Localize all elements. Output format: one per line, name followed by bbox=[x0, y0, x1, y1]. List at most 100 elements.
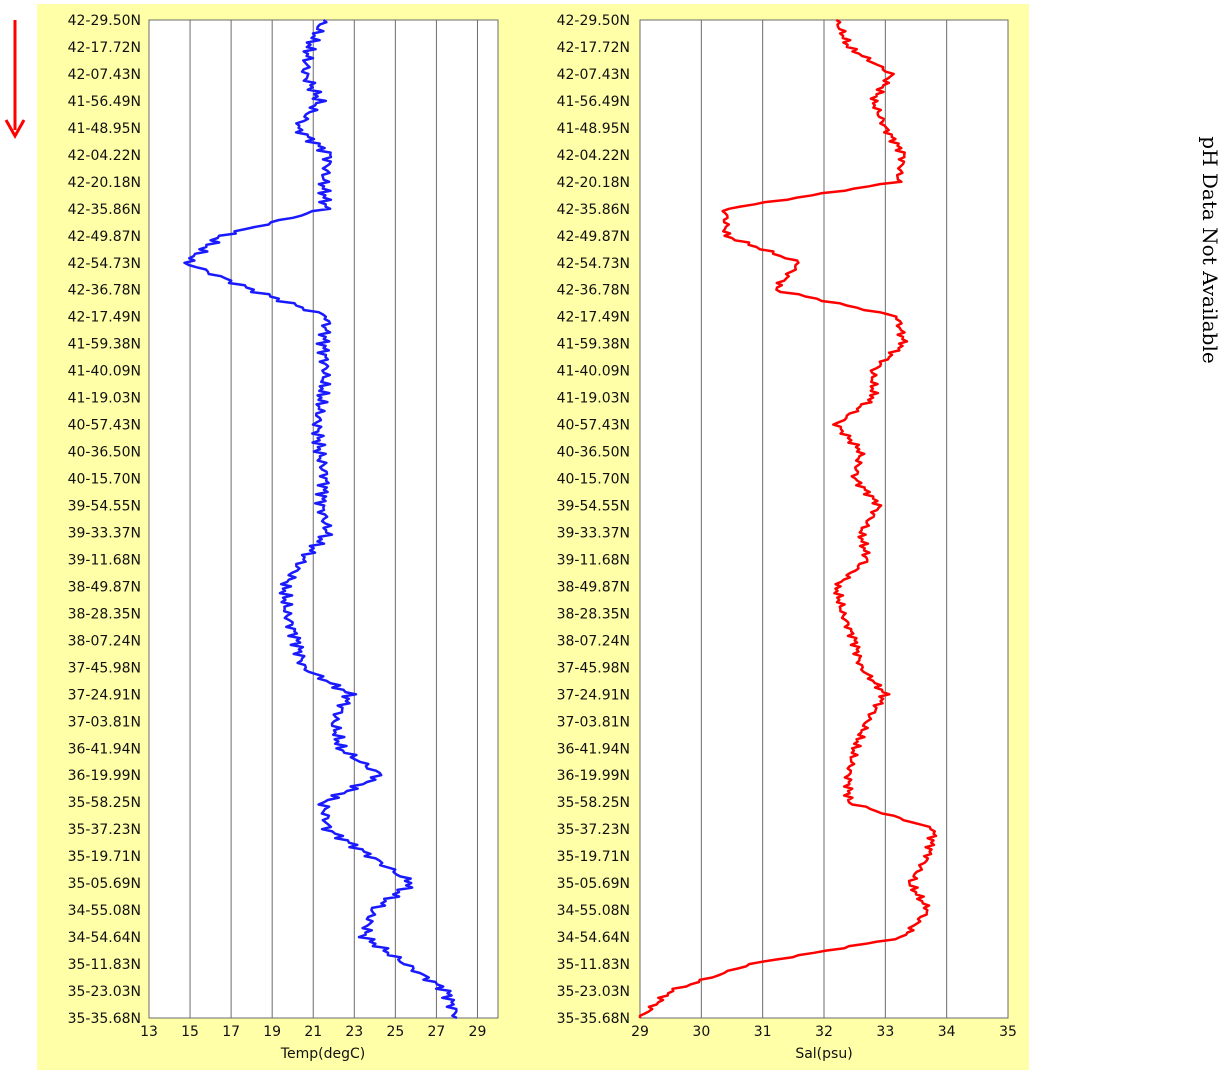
x-tick-label: 17 bbox=[222, 1024, 240, 1040]
y-tick-label: 35-58.25N bbox=[557, 795, 630, 811]
y-tick-label: 41-59.38N bbox=[68, 337, 141, 353]
y-tick-label: 40-15.70N bbox=[557, 472, 630, 488]
y-tick-label: 35-19.71N bbox=[68, 849, 141, 865]
x-tick-label: 31 bbox=[754, 1024, 772, 1040]
y-tick-label: 34-54.64N bbox=[557, 930, 630, 946]
y-tick-label: 42-29.50N bbox=[557, 13, 630, 29]
y-tick-label: 34-55.08N bbox=[557, 903, 630, 919]
y-tick-label: 35-23.03N bbox=[68, 984, 141, 1000]
y-tick-label: 38-28.35N bbox=[68, 606, 141, 622]
y-tick-label: 41-19.03N bbox=[557, 391, 630, 407]
y-tick-label: 42-54.73N bbox=[557, 256, 630, 272]
temperature-line bbox=[183, 19, 458, 1020]
y-tick-label: 42-49.87N bbox=[557, 229, 630, 245]
y-tick-label: 40-15.70N bbox=[68, 472, 141, 488]
y-tick-label: 42-35.86N bbox=[557, 202, 630, 218]
x-tick-label: 15 bbox=[181, 1024, 199, 1040]
y-tick-label: 35-35.68N bbox=[557, 1011, 630, 1027]
y-tick-label: 35-05.69N bbox=[557, 876, 630, 892]
y-tick-label: 42-17.49N bbox=[68, 310, 141, 326]
y-tick-label: 36-19.99N bbox=[557, 768, 630, 784]
y-tick-label: 42-54.73N bbox=[68, 256, 141, 272]
y-tick-label: 35-05.69N bbox=[68, 876, 141, 892]
y-tick-label: 41-56.49N bbox=[557, 94, 630, 110]
y-tick-label: 37-45.98N bbox=[68, 660, 141, 676]
x-tick-label: 19 bbox=[263, 1024, 281, 1040]
y-tick-label: 40-57.43N bbox=[68, 418, 141, 434]
y-tick-label: 42-36.78N bbox=[557, 283, 630, 299]
y-tick-label: 36-19.99N bbox=[68, 768, 141, 784]
y-tick-label: 39-11.68N bbox=[68, 552, 141, 568]
y-tick-label: 40-36.50N bbox=[68, 445, 141, 461]
y-tick-label: 35-11.83N bbox=[68, 957, 141, 973]
y-tick-label: 39-54.55N bbox=[68, 499, 141, 515]
y-tick-label: 40-57.43N bbox=[557, 418, 630, 434]
y-tick-label: 39-33.37N bbox=[557, 525, 630, 541]
y-tick-label: 35-23.03N bbox=[557, 984, 630, 1000]
ph-note: pH Data Not Available bbox=[1195, 70, 1225, 430]
x-tick-label: 29 bbox=[631, 1024, 649, 1040]
y-tick-label: 42-20.18N bbox=[557, 175, 630, 191]
y-tick-label: 42-36.78N bbox=[68, 283, 141, 299]
x-tick-label: 29 bbox=[469, 1024, 487, 1040]
y-tick-label: 35-35.68N bbox=[68, 1011, 141, 1027]
direction-arrow-icon bbox=[4, 20, 26, 140]
x-tick-label: 30 bbox=[692, 1024, 710, 1040]
y-tick-label: 42-04.22N bbox=[68, 148, 141, 164]
y-tick-label: 42-20.18N bbox=[68, 175, 141, 191]
y-tick-label: 42-17.49N bbox=[557, 310, 630, 326]
y-tick-label: 38-49.87N bbox=[557, 579, 630, 595]
y-tick-label: 34-55.08N bbox=[68, 903, 141, 919]
ph-note-text: pH Data Not Available bbox=[1198, 136, 1222, 364]
x-tick-label: 27 bbox=[427, 1024, 445, 1040]
y-tick-label: 37-03.81N bbox=[68, 714, 141, 730]
y-tick-label: 41-56.49N bbox=[68, 94, 141, 110]
y-tick-label: 38-49.87N bbox=[68, 579, 141, 595]
y-tick-label: 40-36.50N bbox=[557, 445, 630, 461]
x-axis-title: Temp(degC) bbox=[280, 1046, 365, 1062]
x-tick-label: 13 bbox=[140, 1024, 158, 1040]
y-tick-label: 38-28.35N bbox=[557, 606, 630, 622]
y-tick-label: 41-40.09N bbox=[557, 364, 630, 380]
x-tick-label: 34 bbox=[938, 1024, 956, 1040]
y-tick-label: 42-17.72N bbox=[557, 40, 630, 56]
x-tick-label: 23 bbox=[345, 1024, 363, 1040]
y-tick-label: 41-48.95N bbox=[557, 121, 630, 137]
y-tick-label: 37-03.81N bbox=[557, 714, 630, 730]
y-tick-label: 42-35.86N bbox=[68, 202, 141, 218]
x-tick-label: 35 bbox=[999, 1024, 1017, 1040]
y-tick-label: 42-29.50N bbox=[68, 13, 141, 29]
salinity-chart: 42-29.50N 42-17.72N 42-07.43N 41-56.49N 41-4… bbox=[523, 4, 1029, 1070]
x-tick-label: 25 bbox=[386, 1024, 404, 1040]
y-tick-label: 37-24.91N bbox=[557, 687, 630, 703]
y-tick-label: 34-54.64N bbox=[68, 930, 141, 946]
y-tick-label: 41-40.09N bbox=[68, 364, 141, 380]
y-tick-label: 35-11.83N bbox=[557, 957, 630, 973]
y-tick-label: 42-04.22N bbox=[557, 148, 630, 164]
y-tick-label: 35-37.23N bbox=[68, 822, 141, 838]
y-tick-label: 41-19.03N bbox=[68, 391, 141, 407]
x-tick-label: 21 bbox=[304, 1024, 322, 1040]
y-tick-label: 35-19.71N bbox=[557, 849, 630, 865]
y-tick-label: 35-37.23N bbox=[557, 822, 630, 838]
y-tick-label: 38-07.24N bbox=[557, 633, 630, 649]
y-tick-label: 42-17.72N bbox=[68, 40, 141, 56]
y-tick-label: 36-41.94N bbox=[68, 741, 141, 757]
x-tick-label: 32 bbox=[815, 1024, 833, 1040]
y-tick-label: 37-45.98N bbox=[557, 660, 630, 676]
y-tick-label: 36-41.94N bbox=[557, 741, 630, 757]
y-tick-label: 41-48.95N bbox=[68, 121, 141, 137]
salinity-line bbox=[638, 18, 938, 1018]
y-tick-label: 42-07.43N bbox=[557, 67, 630, 83]
y-tick-label: 41-59.38N bbox=[557, 337, 630, 353]
y-tick-label: 42-49.87N bbox=[68, 229, 141, 245]
y-tick-label: 35-58.25N bbox=[68, 795, 141, 811]
temperature-chart: 42-29.50N 42-17.72N 42-07.43N 41-56.49N 41-4… bbox=[37, 4, 523, 1070]
y-tick-label: 37-24.91N bbox=[68, 687, 141, 703]
x-tick-label: 33 bbox=[876, 1024, 894, 1040]
y-tick-label: 42-07.43N bbox=[68, 67, 141, 83]
plot-frame bbox=[639, 19, 1009, 1019]
y-tick-label: 39-54.55N bbox=[557, 499, 630, 515]
y-tick-label: 39-11.68N bbox=[557, 552, 630, 568]
y-tick-label: 39-33.37N bbox=[68, 525, 141, 541]
